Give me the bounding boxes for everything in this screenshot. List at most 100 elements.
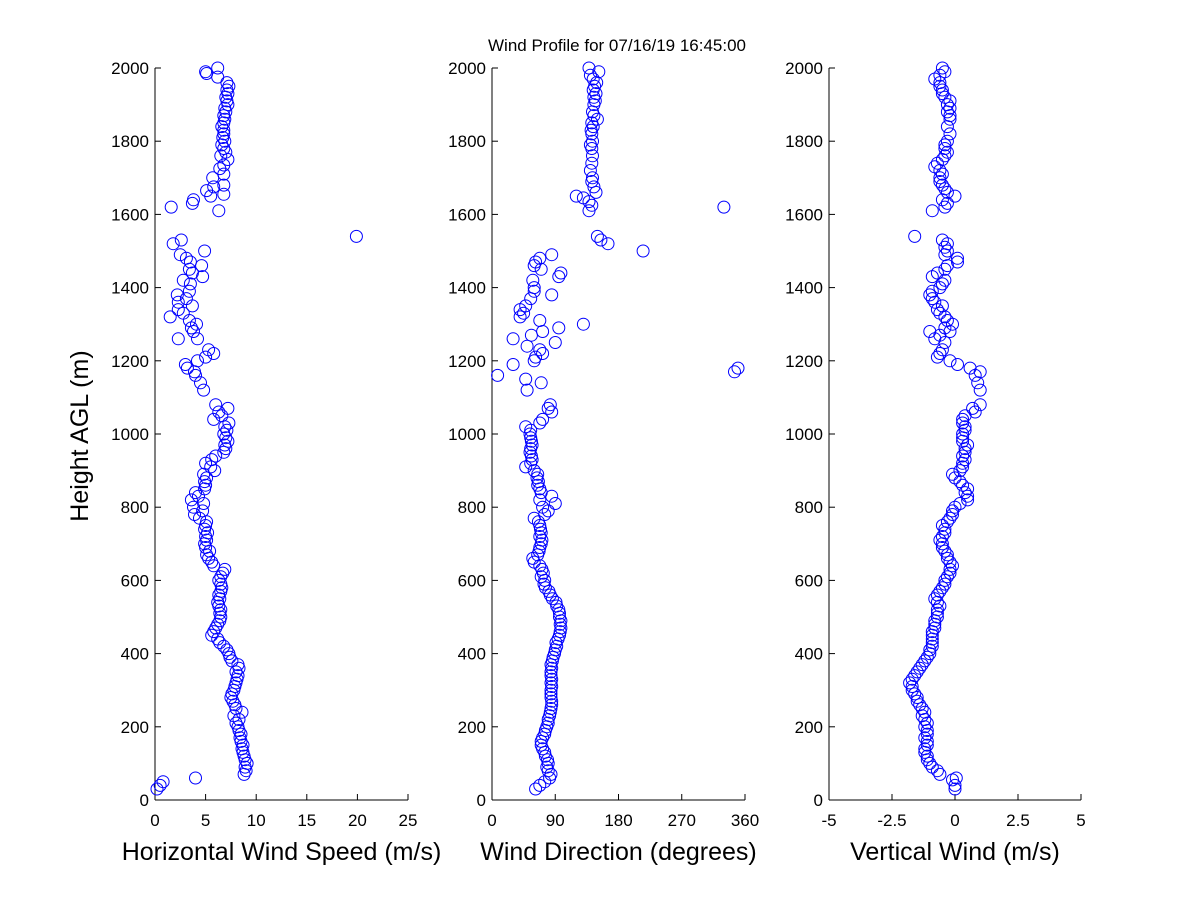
- data-point: [961, 482, 975, 496]
- data-point: [542, 584, 556, 598]
- data-points: [903, 61, 987, 796]
- data-point: [536, 412, 550, 426]
- data-point: [171, 332, 185, 346]
- data-point: [519, 420, 533, 434]
- x-tick-label: 15: [297, 811, 316, 830]
- data-point: [938, 321, 952, 335]
- x-tick-label: -2.5: [877, 811, 906, 830]
- data-point: [946, 508, 959, 521]
- data-point: [586, 171, 599, 185]
- data-point: [958, 453, 972, 467]
- data-point: [956, 449, 970, 463]
- x-tick-label: 25: [399, 811, 418, 830]
- data-point: [182, 284, 196, 298]
- data-point: [953, 475, 967, 489]
- data-point: [588, 79, 602, 93]
- panel-3: 0 200 400 600 800 1000 1200 1400 1600 1800 2000 -5 -…: [785, 59, 1086, 866]
- y-tick-label: 1400: [785, 279, 823, 298]
- data-point: [717, 200, 731, 214]
- data-point: [236, 738, 250, 752]
- data-point: [198, 244, 212, 258]
- y-tick-label: 0: [140, 791, 149, 810]
- x-tick-label: 5: [1076, 811, 1085, 830]
- data-point: [940, 314, 954, 327]
- y-tick-label: 200: [795, 718, 823, 737]
- data-point: [946, 504, 959, 518]
- y-tick-label: 1000: [785, 425, 823, 444]
- data-point: [193, 511, 206, 525]
- data-point: [938, 138, 952, 152]
- data-point: [170, 288, 184, 302]
- y-tick-label: 400: [795, 645, 823, 664]
- data-point: [506, 358, 520, 371]
- data-point: [545, 698, 559, 712]
- data-point: [156, 775, 170, 789]
- data-point: [202, 343, 216, 357]
- x-tick-label: 90: [546, 811, 565, 830]
- data-point: [533, 314, 547, 327]
- data-point: [199, 65, 213, 79]
- data-point: [188, 508, 201, 521]
- data-point: [933, 347, 947, 360]
- y-tick-label: 0: [477, 791, 486, 810]
- data-point: [915, 658, 929, 672]
- data-point: [938, 182, 952, 196]
- data-point: [584, 123, 598, 137]
- data-point: [214, 570, 228, 584]
- data-point: [935, 519, 949, 532]
- x-axis-label: Wind Direction (degrees): [480, 838, 757, 866]
- y-tick-label: 2000: [111, 59, 149, 78]
- data-point: [943, 511, 957, 525]
- data-point: [920, 749, 934, 763]
- data-point: [589, 87, 603, 101]
- data-point: [207, 180, 221, 194]
- data-point: [910, 665, 924, 679]
- data-point: [545, 405, 559, 419]
- data-point: [207, 625, 221, 639]
- x-tick-label: -5: [821, 811, 836, 830]
- data-point: [933, 533, 947, 547]
- data-point: [935, 233, 949, 247]
- data-point: [205, 453, 219, 467]
- data-point: [200, 67, 214, 80]
- x-tick-label: 0: [150, 811, 159, 830]
- data-point: [544, 687, 558, 701]
- y-tick-label: 1000: [111, 425, 149, 444]
- data-point: [961, 489, 975, 503]
- data-point: [590, 112, 604, 126]
- data-point: [913, 661, 927, 675]
- data-point: [953, 464, 967, 478]
- data-point: [956, 427, 970, 441]
- data-point: [928, 295, 942, 309]
- data-point: [164, 200, 178, 214]
- data-point: [531, 467, 545, 481]
- data-point: [491, 368, 505, 382]
- data-point: [544, 669, 558, 683]
- data-point: [229, 716, 243, 730]
- data-point: [940, 244, 954, 258]
- data-point: [948, 778, 962, 792]
- panel-2: 0 200 400 600 800 1000 1200 1400 1600 1800 2000 0 90…: [448, 59, 759, 866]
- data-point: [184, 493, 198, 507]
- data-point: [943, 354, 957, 368]
- data-point: [933, 767, 947, 781]
- data-point: [218, 438, 232, 452]
- data-point: [207, 559, 221, 573]
- data-point: [923, 325, 937, 338]
- data-point: [526, 273, 540, 287]
- data-point: [938, 200, 952, 214]
- data-point: [209, 621, 223, 635]
- data-point: [920, 727, 934, 741]
- data-point: [940, 134, 954, 148]
- data-point: [529, 350, 543, 364]
- data-point: [212, 405, 226, 419]
- data-point: [199, 350, 213, 364]
- data-point: [214, 603, 228, 617]
- data-point: [938, 573, 952, 587]
- data-point: [925, 284, 939, 298]
- data-point: [221, 401, 235, 415]
- data-point: [594, 233, 608, 247]
- data-point: [938, 522, 952, 536]
- data-point: [930, 156, 944, 170]
- data-point: [938, 240, 952, 254]
